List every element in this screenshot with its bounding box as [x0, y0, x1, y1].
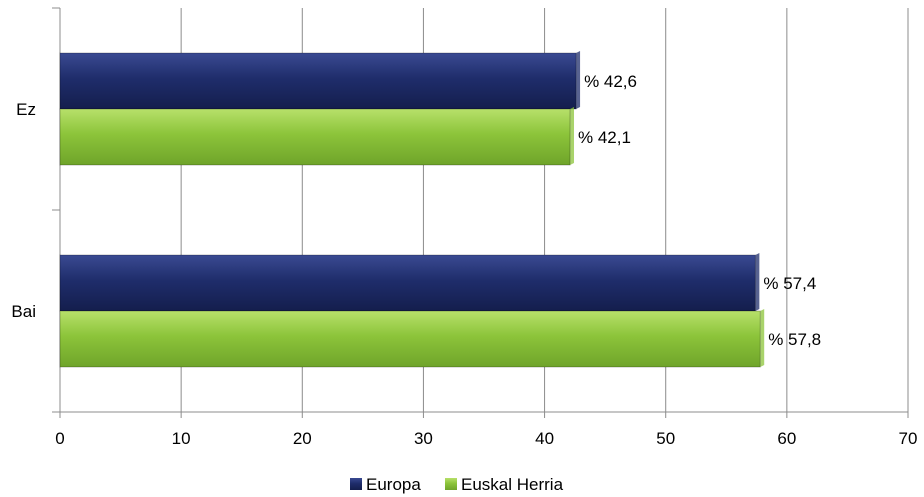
- bar: [59, 108, 571, 166]
- x-tick-label: 70: [899, 429, 918, 448]
- bar-side: [760, 309, 765, 367]
- category-label: Ez: [16, 100, 36, 119]
- legend-label: Europa: [366, 475, 421, 494]
- bar: [59, 52, 577, 110]
- bars: [59, 51, 765, 368]
- x-tick-label: 20: [293, 429, 312, 448]
- bar-side: [755, 253, 760, 311]
- legend-swatch: [445, 478, 457, 490]
- bar: [59, 254, 756, 312]
- bar: [59, 310, 761, 368]
- x-tick-label: 50: [656, 429, 675, 448]
- bar-side: [570, 107, 575, 165]
- axes: 0 10 20 30 40 50 60 70 Ez Bai: [11, 7, 918, 448]
- x-tick-label: 0: [55, 429, 64, 448]
- category-label: Bai: [11, 302, 36, 321]
- data-label: % 57,8: [768, 330, 821, 349]
- data-labels: % 42,6 % 42,1 % 57,4 % 57,8: [578, 72, 821, 349]
- legend-swatch: [350, 478, 362, 490]
- bar-side: [576, 51, 581, 109]
- legend: Europa Euskal Herria: [350, 475, 564, 494]
- x-tick-label: 30: [414, 429, 433, 448]
- x-tick-label: 40: [535, 429, 554, 448]
- x-tick-label: 10: [172, 429, 191, 448]
- legend-label: Euskal Herria: [461, 475, 564, 494]
- x-tick-label: 60: [777, 429, 796, 448]
- data-label: % 57,4: [763, 274, 816, 293]
- data-label: % 42,1: [578, 128, 631, 147]
- data-label: % 42,6: [584, 72, 637, 91]
